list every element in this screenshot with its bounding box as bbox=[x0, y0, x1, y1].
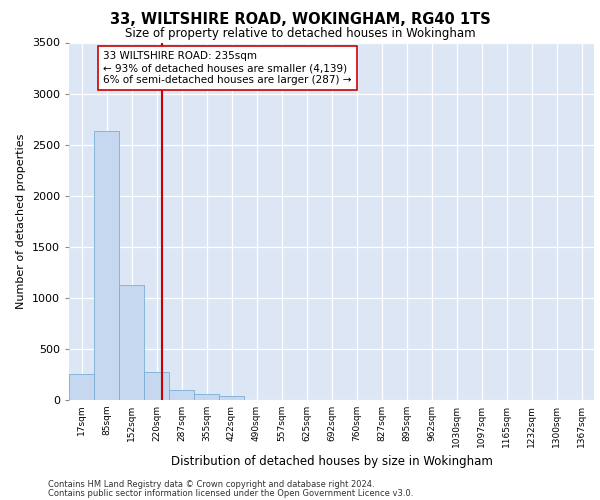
Bar bbox=[219, 396, 244, 400]
Bar bbox=[144, 372, 169, 400]
Y-axis label: Number of detached properties: Number of detached properties bbox=[16, 134, 26, 309]
Bar bbox=[119, 284, 144, 400]
Text: Size of property relative to detached houses in Wokingham: Size of property relative to detached ho… bbox=[125, 28, 475, 40]
Bar bbox=[169, 390, 194, 400]
Bar bbox=[194, 394, 219, 400]
X-axis label: Distribution of detached houses by size in Wokingham: Distribution of detached houses by size … bbox=[170, 456, 493, 468]
Text: Contains public sector information licensed under the Open Government Licence v3: Contains public sector information licen… bbox=[48, 489, 413, 498]
Bar bbox=[69, 374, 94, 400]
Bar bbox=[94, 132, 119, 400]
Text: 33, WILTSHIRE ROAD, WOKINGHAM, RG40 1TS: 33, WILTSHIRE ROAD, WOKINGHAM, RG40 1TS bbox=[110, 12, 490, 28]
Text: 33 WILTSHIRE ROAD: 235sqm
← 93% of detached houses are smaller (4,139)
6% of sem: 33 WILTSHIRE ROAD: 235sqm ← 93% of detac… bbox=[103, 52, 352, 84]
Text: Contains HM Land Registry data © Crown copyright and database right 2024.: Contains HM Land Registry data © Crown c… bbox=[48, 480, 374, 489]
